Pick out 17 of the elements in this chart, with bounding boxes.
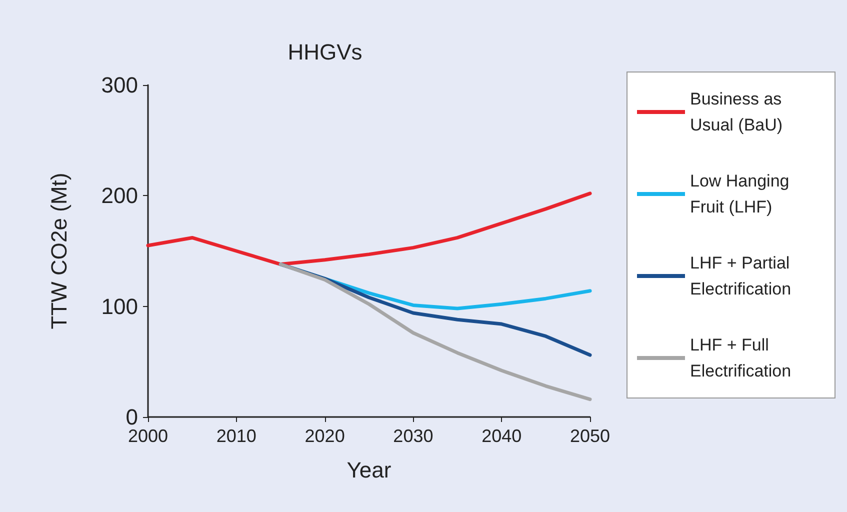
y-axis-title: TTW CO2e (Mt) [46,172,72,330]
legend-label: Low Hanging Fruit (LHF) [690,172,794,216]
legend-label: LHF + Partial Electrification [690,254,794,298]
x-tick-label: 2010 [216,426,256,446]
x-tick-label: 2050 [570,426,610,446]
y-tick-label: 200 [101,183,138,208]
legend-label: LHF + Full Electrification [690,336,792,380]
y-tick-label: 100 [101,294,138,319]
x-axis-title: Year [346,458,392,482]
y-tick-label: 300 [101,72,138,98]
x-tick-label: 2020 [304,426,345,446]
x-tick-label: 2040 [482,426,522,446]
x-tick-label: 2030 [393,426,434,446]
line-series [146,192,592,266]
chart-title: HHGVs [288,40,362,64]
line-series [278,262,592,402]
legend-label: Business as Usual (BaU) [690,90,786,134]
